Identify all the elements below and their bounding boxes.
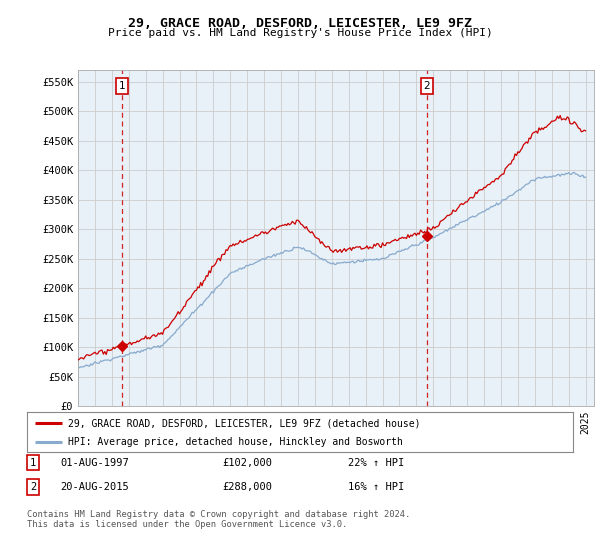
- Text: 2: 2: [30, 482, 36, 492]
- Text: 20-AUG-2015: 20-AUG-2015: [60, 482, 129, 492]
- Text: £288,000: £288,000: [222, 482, 272, 492]
- Text: 1: 1: [118, 81, 125, 91]
- Text: 2: 2: [424, 81, 430, 91]
- Text: £102,000: £102,000: [222, 458, 272, 468]
- Text: 01-AUG-1997: 01-AUG-1997: [60, 458, 129, 468]
- Text: 29, GRACE ROAD, DESFORD, LEICESTER, LE9 9FZ (detached house): 29, GRACE ROAD, DESFORD, LEICESTER, LE9 …: [68, 418, 421, 428]
- Text: Price paid vs. HM Land Registry's House Price Index (HPI): Price paid vs. HM Land Registry's House …: [107, 28, 493, 38]
- Text: Contains HM Land Registry data © Crown copyright and database right 2024.
This d: Contains HM Land Registry data © Crown c…: [27, 510, 410, 529]
- Text: 22% ↑ HPI: 22% ↑ HPI: [348, 458, 404, 468]
- Text: 16% ↑ HPI: 16% ↑ HPI: [348, 482, 404, 492]
- Text: HPI: Average price, detached house, Hinckley and Bosworth: HPI: Average price, detached house, Hinc…: [68, 437, 403, 446]
- Text: 1: 1: [30, 458, 36, 468]
- Text: 29, GRACE ROAD, DESFORD, LEICESTER, LE9 9FZ: 29, GRACE ROAD, DESFORD, LEICESTER, LE9 …: [128, 17, 472, 30]
